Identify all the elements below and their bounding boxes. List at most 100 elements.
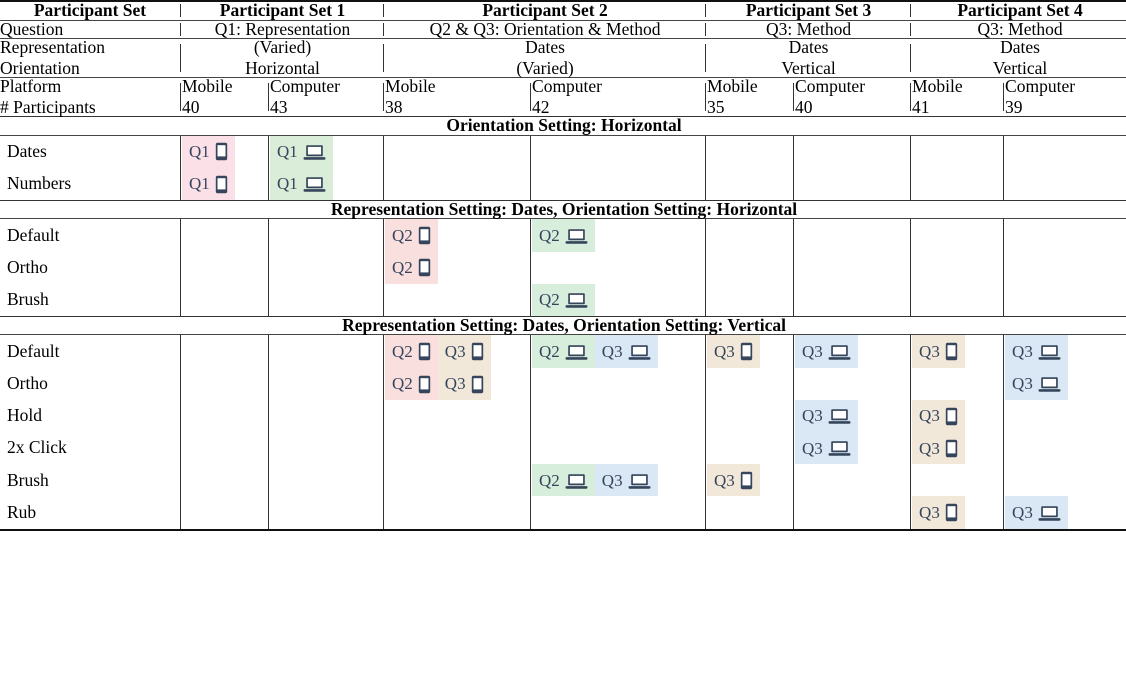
badge-slot [385,464,438,496]
question-badge[interactable]: Q1 [277,174,326,193]
section-cell-col-5 [707,134,794,201]
badge-slot [595,432,658,464]
question-badge[interactable]: Q1 [189,174,228,194]
question-badge[interactable]: Q3 [714,342,753,362]
badge-label: Q2 [539,342,560,362]
section-cell-col-6: Q3 Q3 Q3 [795,334,911,530]
header-platform-col-5: Mobile 35 [707,77,794,117]
header-question-set-1: Q1: Representation [182,19,384,39]
badge-label: Q3 [919,342,940,362]
column-separator [383,19,386,39]
question-badge[interactable]: Q2 [539,342,588,361]
column-separator [705,19,708,39]
badge-slot [595,400,658,432]
badge-slot: Q3 [707,335,760,368]
row-label: Hold [7,405,42,426]
badge-group: Q3 Q3 [707,335,793,528]
header-rep-ori-set-2: Dates (Varied) [385,38,706,78]
badge-slot [385,400,438,432]
question-badge[interactable]: Q2 [392,258,431,278]
column-separator [267,134,270,201]
badge-label: Q3 [601,342,623,362]
header-question-set-3: Q3: Method [707,19,911,39]
header-set-4: Participant Set 4 [912,0,1126,20]
badge-slot [707,432,760,464]
mobile-phone-icon [945,342,958,362]
badge-group [182,219,268,316]
question-badge[interactable]: Q3 [445,374,484,394]
table-row: Dates Numbers Q1 Q1 Q1 Q1 [0,134,1126,201]
laptop-icon [1038,503,1061,522]
badge-slot: Q2 [532,219,595,252]
header-rep-ori-set-3: Dates Vertical [707,38,911,78]
label-representation: Representation [0,37,105,57]
badge-slot [532,252,595,284]
laptop-icon [828,439,851,458]
header-platform-participants-label: Platform # Participants [0,77,180,117]
question-badge[interactable]: Q2 [539,291,588,310]
badge-group [795,219,910,316]
badge-group: Q2 Q2 [385,219,530,316]
section-cell-col-4: Q2 Q2 [532,218,706,317]
badge-slot: Q3 [594,335,658,368]
badge-slot: Q2 [385,251,438,284]
section-cell-col-1 [182,218,268,317]
question-badge[interactable]: Q3 [919,406,958,426]
column-separator [704,218,708,317]
question-badge[interactable]: Q3 [445,342,484,362]
table-row: Representation Setting: Dates, Orientati… [0,315,1126,335]
badge-slot [1005,464,1068,496]
section-banner-1: Orientation Setting: Horizontal [0,116,1126,135]
question-badge[interactable]: Q2 [392,342,431,362]
laptop-icon [303,142,326,161]
question-badge[interactable]: Q2 [392,374,431,394]
badge-slot: Q2 [385,219,438,252]
question-badge[interactable]: Q3 [1012,503,1061,522]
badge-group [532,136,705,200]
question-badge[interactable]: Q3 [1012,374,1061,393]
section-cell-col-7 [912,218,1004,317]
question-badge[interactable]: Q2 [539,471,588,490]
table-row: Platform # Participants Mobile 40 Computer 43… [0,76,1126,117]
badge-column: Q1 Q1 [270,135,333,200]
question-badge[interactable]: Q3 [1012,342,1061,361]
badge-slot: Q3 [1005,496,1068,529]
badge-slot [438,464,491,496]
mobile-phone-icon [740,342,753,362]
question-badge[interactable]: Q3 [919,438,958,458]
mobile-phone-icon [215,174,228,194]
badge-label: Q2 [539,290,560,310]
laptop-icon [628,342,651,361]
badge-column: Q2 Q2 [385,219,438,316]
participants-value: 41 [912,96,930,117]
badge-column: Q2 Q2 [532,219,595,316]
badge-label: Q2 [392,374,413,394]
question-badge[interactable]: Q1 [277,142,326,161]
question-badge[interactable]: Q3 [802,342,851,361]
question-badge[interactable]: Q3 [802,439,851,458]
table-row: Representation Setting: Dates, Orientati… [0,199,1126,219]
question-badge[interactable]: Q3 [919,503,958,523]
column-separator [382,218,386,317]
badge-slot: Q3 [594,464,658,497]
platform-value: Computer [795,76,866,96]
question-badge[interactable]: Q3 [919,342,958,362]
question-badge[interactable]: Q3 [802,407,851,426]
question-badge[interactable]: Q3 [714,470,753,490]
platform-value: Computer [532,76,603,96]
question-badge[interactable]: Q2 [392,226,431,246]
row-label: Dates [7,140,47,161]
badge-group [1005,219,1126,316]
badge-slot: Q3 [795,432,858,465]
row-label: 2x Click [7,437,67,458]
section-cell-col-3: Q2 Q2 [385,218,531,317]
question-badge[interactable]: Q1 [189,142,228,162]
question-badge[interactable]: Q3 [602,342,651,361]
header-platform-col-4: Computer 42 [532,76,706,117]
column-separator [383,0,386,20]
badge-label: Q3 [444,342,466,362]
question-badge[interactable]: Q3 [602,471,651,490]
badge-group [182,335,268,528]
question-badge[interactable]: Q2 [539,226,588,245]
badge-slot [385,432,438,464]
